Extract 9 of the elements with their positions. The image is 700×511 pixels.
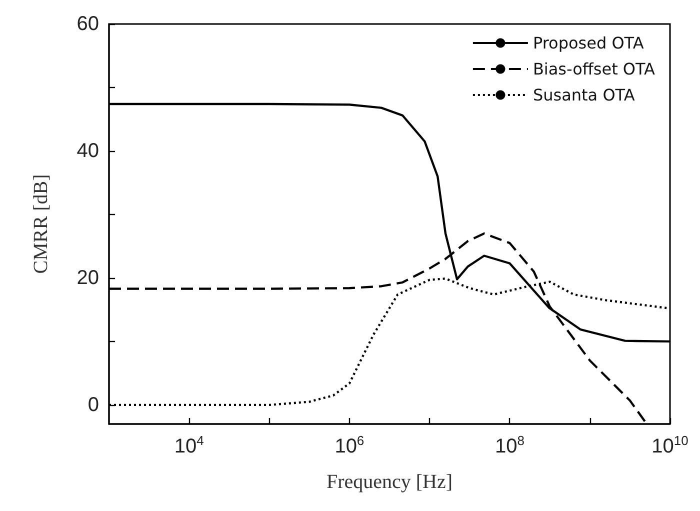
y-axis-title: CMRR [dB] bbox=[30, 174, 52, 274]
y-tick-label: 60 bbox=[76, 13, 99, 35]
legend-label: Proposed OTA bbox=[532, 34, 644, 52]
x-axis-title: Frequency [Hz] bbox=[326, 471, 453, 493]
y-tick-label: 40 bbox=[76, 140, 99, 162]
y-tick-label: 20 bbox=[76, 266, 99, 289]
legend-label: Bias-offset OTA bbox=[532, 60, 656, 78]
y-tick-label: 0 bbox=[88, 394, 99, 416]
legend-label: Susanta OTA bbox=[532, 86, 635, 104]
